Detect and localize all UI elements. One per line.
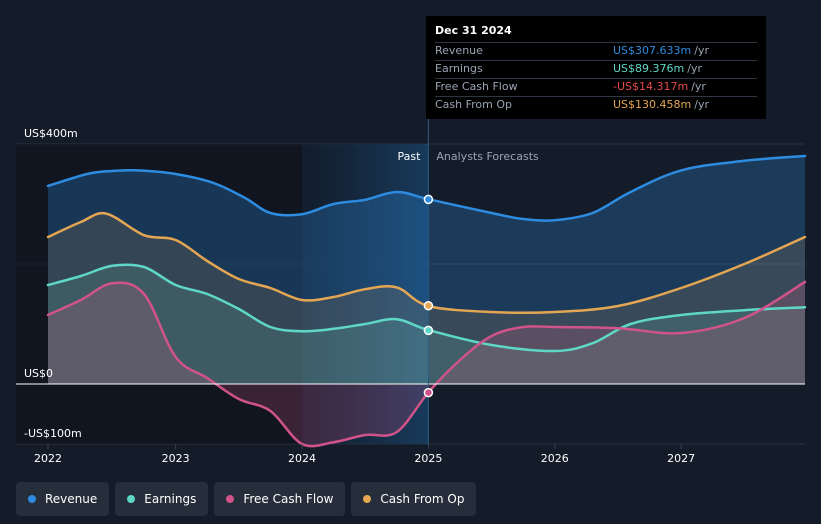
tooltip-value: US$89.376m <box>613 62 685 75</box>
legend-item-free-cash-flow[interactable]: Free Cash Flow <box>214 482 346 516</box>
x-tick-label: 2024 <box>288 452 316 465</box>
x-tick-label: 2023 <box>162 452 190 465</box>
x-axis: 2022 2023 2024 2025 2026 2027 <box>34 444 695 465</box>
free-cash-flow-marker <box>423 387 434 398</box>
legend-label: Earnings <box>144 492 197 506</box>
legend-item-earnings[interactable]: Earnings <box>115 482 209 516</box>
y-tick-label: -US$100m <box>24 427 82 440</box>
tooltip-unit: /yr <box>694 44 709 57</box>
y-axis: US$400m US$0 -US$100m <box>24 127 82 440</box>
earnings-line <box>46 263 807 353</box>
legend-item-cash-from-op[interactable]: Cash From Op <box>351 482 477 516</box>
tooltip-row-revenue: Revenue US$307.633m /yr <box>435 42 757 60</box>
earnings-area <box>48 264 805 384</box>
forecast-label: Analysts Forecasts <box>436 150 539 163</box>
cash-from-op-marker <box>423 300 434 311</box>
x-tick-label: 2026 <box>541 452 569 465</box>
series-lines <box>46 154 807 448</box>
tooltip-label: Earnings <box>435 62 483 75</box>
tooltip-value: US$130.458m <box>613 98 692 111</box>
tooltip-value: -US$14.317m <box>613 80 689 93</box>
legend-label: Free Cash Flow <box>243 492 334 506</box>
tooltip-date: Dec 31 2024 <box>435 24 512 37</box>
tooltip-value: US$307.633m <box>613 44 692 57</box>
x-tick-label: 2027 <box>667 452 695 465</box>
series-markers <box>423 194 434 398</box>
cash-from-op-area <box>48 213 805 384</box>
tooltip-unit: /yr <box>687 62 702 75</box>
free-cash-flow-line <box>46 280 807 448</box>
earnings-marker <box>423 325 434 336</box>
tooltip-row-earnings: Earnings US$89.376m /yr <box>435 60 757 78</box>
legend-label: Revenue <box>45 492 98 506</box>
tooltip-label: Free Cash Flow <box>435 80 518 93</box>
tooltip-unit: /yr <box>694 98 709 111</box>
legend-label: Cash From Op <box>380 492 465 506</box>
free-cash-flow-dot-icon <box>226 495 235 503</box>
free-cash-flow-area <box>48 282 805 447</box>
tooltip: Dec 31 2024 Revenue US$307.633m /yr Earn… <box>426 16 766 119</box>
tooltip-label: Cash From Op <box>435 98 513 111</box>
cash-from-op-dot-icon <box>363 495 372 503</box>
y-tick-label: US$400m <box>24 127 78 140</box>
x-tick-label: 2022 <box>34 452 62 465</box>
legend-item-revenue[interactable]: Revenue <box>16 482 110 516</box>
x-tick-label: 2025 <box>414 452 442 465</box>
earnings-dot-icon <box>127 495 136 503</box>
y-tick-label: US$0 <box>24 367 53 380</box>
past-label: Past <box>397 150 421 163</box>
revenue-dot-icon <box>28 495 36 503</box>
tooltip-label: Revenue <box>435 44 483 57</box>
tooltip-row-free-cash-flow: Free Cash Flow -US$14.317m /yr <box>435 78 757 96</box>
legend: Revenue Earnings Free Cash Flow Cash Fro… <box>16 482 477 516</box>
cash-from-op-line <box>46 211 807 314</box>
revenue-line <box>46 154 807 222</box>
revenue-marker <box>423 194 434 205</box>
tooltip-row-cash-from-op: Cash From Op US$130.458m /yr <box>435 96 757 114</box>
tooltip-unit: /yr <box>691 80 706 93</box>
